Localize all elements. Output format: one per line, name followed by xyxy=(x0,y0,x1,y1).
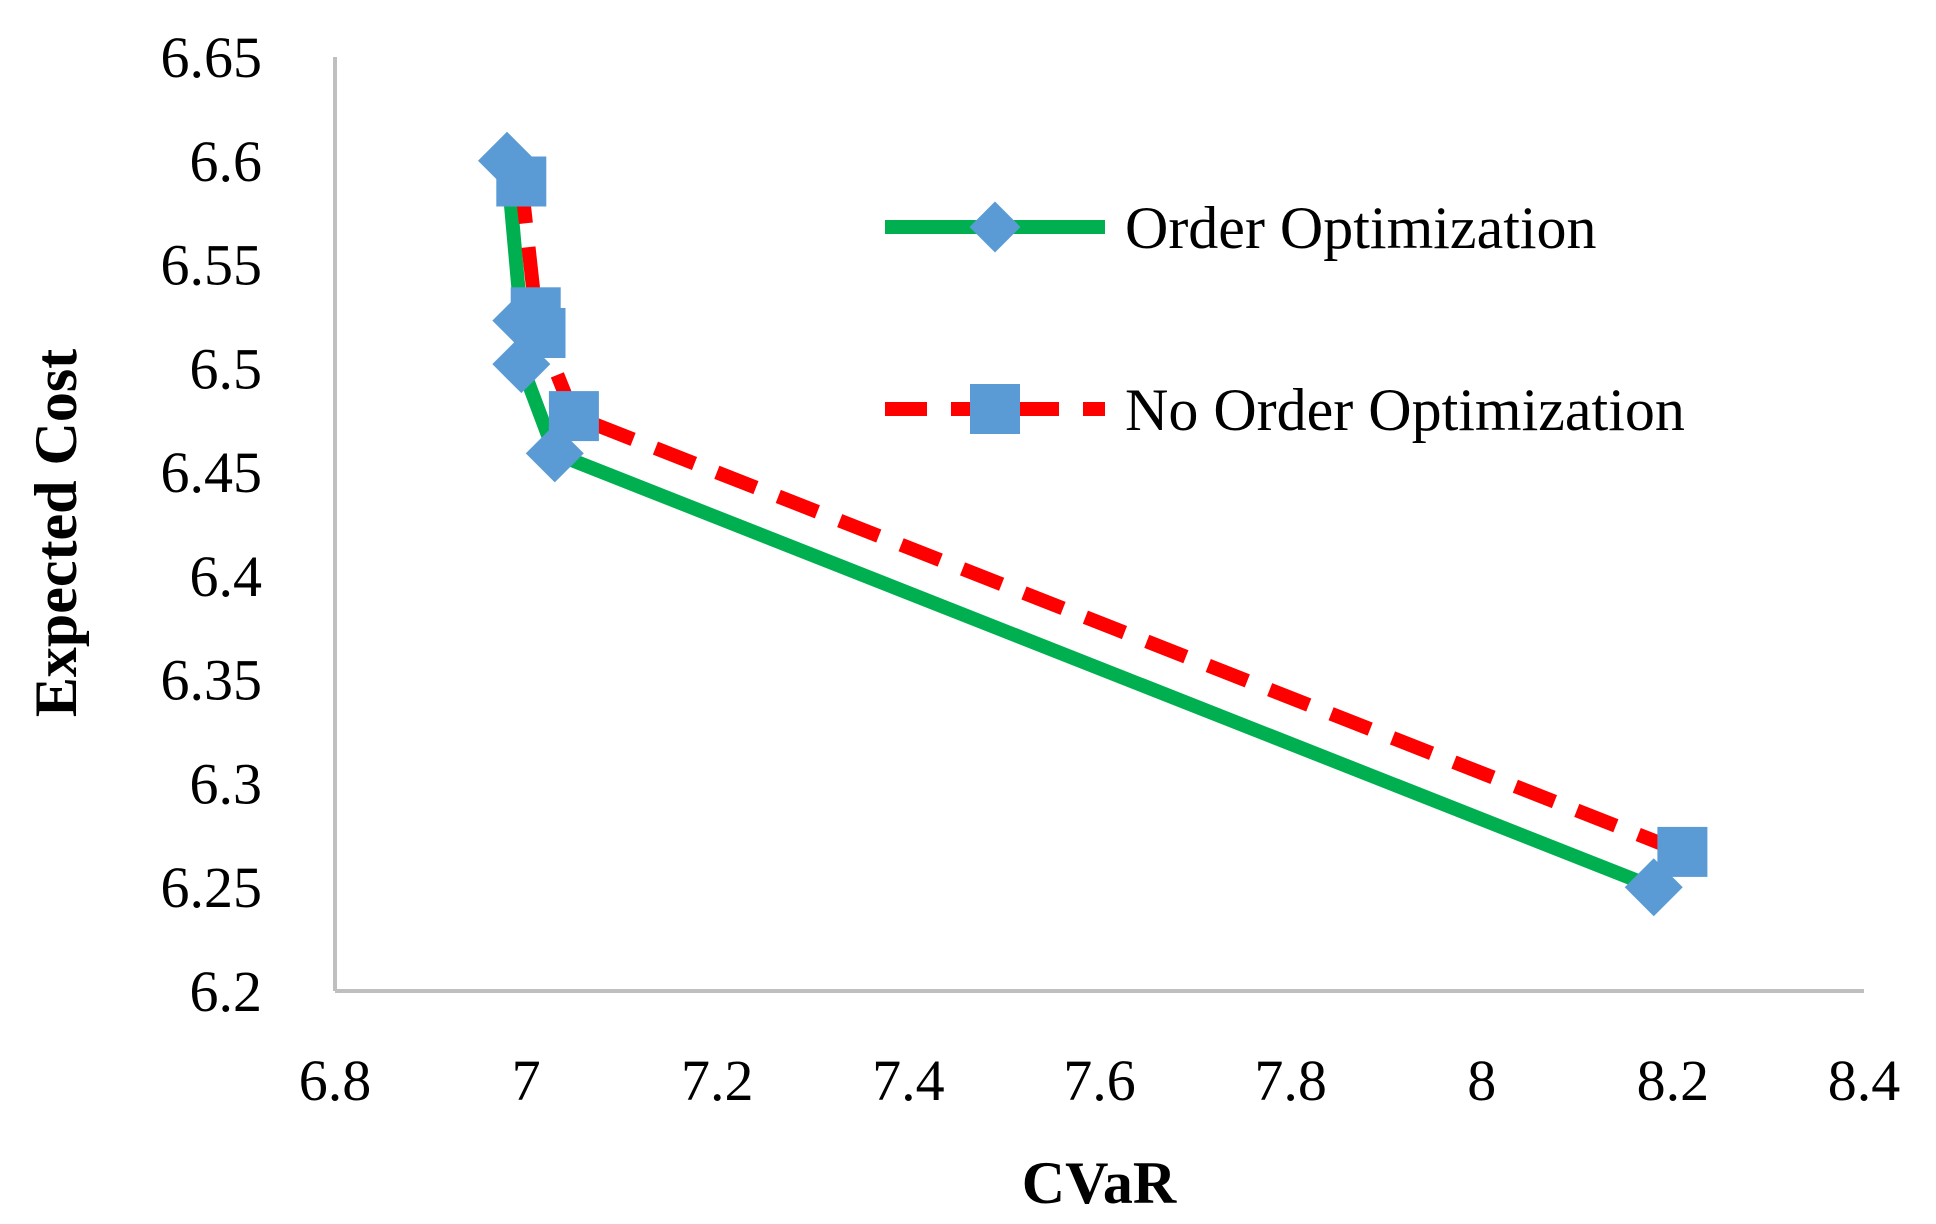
y-tick-label: 6.3 xyxy=(190,751,263,816)
data-point-square xyxy=(548,391,599,442)
x-tick-label: 7.2 xyxy=(681,1048,754,1113)
legend-label-order-optimization: Order Optimization xyxy=(1125,195,1597,261)
x-tick-label: 8 xyxy=(1467,1048,1496,1113)
y-axis-title: Expected Cost xyxy=(23,349,89,717)
legend-item-no-order-optimization: No Order Optimization xyxy=(885,377,1685,443)
legend-square-marker xyxy=(970,384,1020,434)
data-point-square xyxy=(1657,826,1708,877)
y-tick-label: 6.65 xyxy=(161,25,263,90)
x-tick-labels: 6.8 7 7.2 7.4 7.6 7.8 8 8.2 8.4 xyxy=(299,1048,1901,1113)
legend-item-order-optimization: Order Optimization xyxy=(885,195,1597,261)
series-line-no-order-optimization xyxy=(514,180,1685,859)
y-tick-label: 6.35 xyxy=(161,648,263,713)
x-tick-label: 8.4 xyxy=(1828,1048,1901,1113)
x-tick-label: 7.4 xyxy=(872,1048,945,1113)
y-tick-labels: 6.2 6.25 6.3 6.35 6.4 6.45 6.5 6.55 6.6 6.65 xyxy=(161,25,263,1024)
x-tick-label: 7 xyxy=(512,1048,541,1113)
x-tick-label: 8.2 xyxy=(1637,1048,1710,1113)
x-axis-title: CVaR xyxy=(1022,1150,1177,1216)
legend-label-no-order-optimization: No Order Optimization xyxy=(1125,377,1685,443)
x-tick-label: 7.8 xyxy=(1254,1048,1327,1113)
y-tick-label: 6.45 xyxy=(161,440,263,505)
data-point-square xyxy=(496,156,547,207)
legend: Order Optimization No Order Optimization xyxy=(885,195,1685,443)
markers-group xyxy=(478,131,1708,917)
y-tick-label: 6.4 xyxy=(190,544,263,609)
data-point-square xyxy=(515,308,566,358)
x-tick-label: 7.6 xyxy=(1063,1048,1136,1113)
x-tick-label: 6.8 xyxy=(299,1048,372,1113)
axes xyxy=(333,57,1864,993)
y-tick-label: 6.25 xyxy=(161,855,263,920)
y-tick-label: 6.5 xyxy=(190,336,263,401)
series-group xyxy=(500,160,1685,894)
y-tick-label: 6.6 xyxy=(190,129,263,194)
legend-diamond-marker xyxy=(969,201,1021,253)
y-tick-label: 6.55 xyxy=(161,233,263,298)
y-tick-label: 6.2 xyxy=(190,959,263,1024)
